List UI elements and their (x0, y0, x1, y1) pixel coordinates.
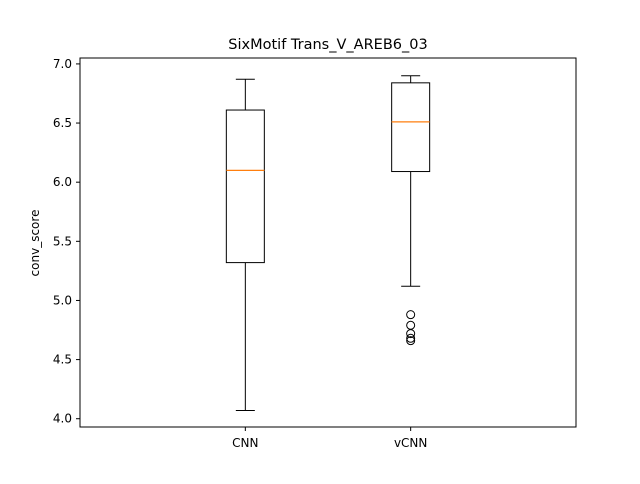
y-tick-label: 5.0 (53, 293, 72, 307)
iqr-box (391, 82, 431, 173)
outlier-point (406, 336, 416, 346)
y-tick-label: 6.5 (53, 116, 72, 130)
y-tick-label: 4.5 (53, 353, 72, 367)
outlier-point (406, 310, 416, 320)
iqr-box (225, 109, 265, 264)
chart-title: SixMotif Trans_V_AREB6_03 (228, 37, 427, 53)
outlier-point (406, 333, 416, 343)
y-tick-label: 5.5 (53, 234, 72, 248)
y-tick-label: 4.0 (53, 412, 72, 426)
outlier-point (406, 329, 416, 339)
x-tick-label: CNN (232, 436, 258, 450)
y-axis-label: conv_score (28, 210, 42, 277)
plot-marks: 4.0 4.5 5.0 5.5 6.0 6.5 7.0 CNN vCNN (53, 57, 431, 450)
x-tick-label: vCNN (394, 436, 427, 450)
y-tick-label: 6.0 (53, 175, 72, 189)
plot-area-frame (79, 57, 577, 428)
y-tick-label: 7.0 (53, 57, 72, 71)
